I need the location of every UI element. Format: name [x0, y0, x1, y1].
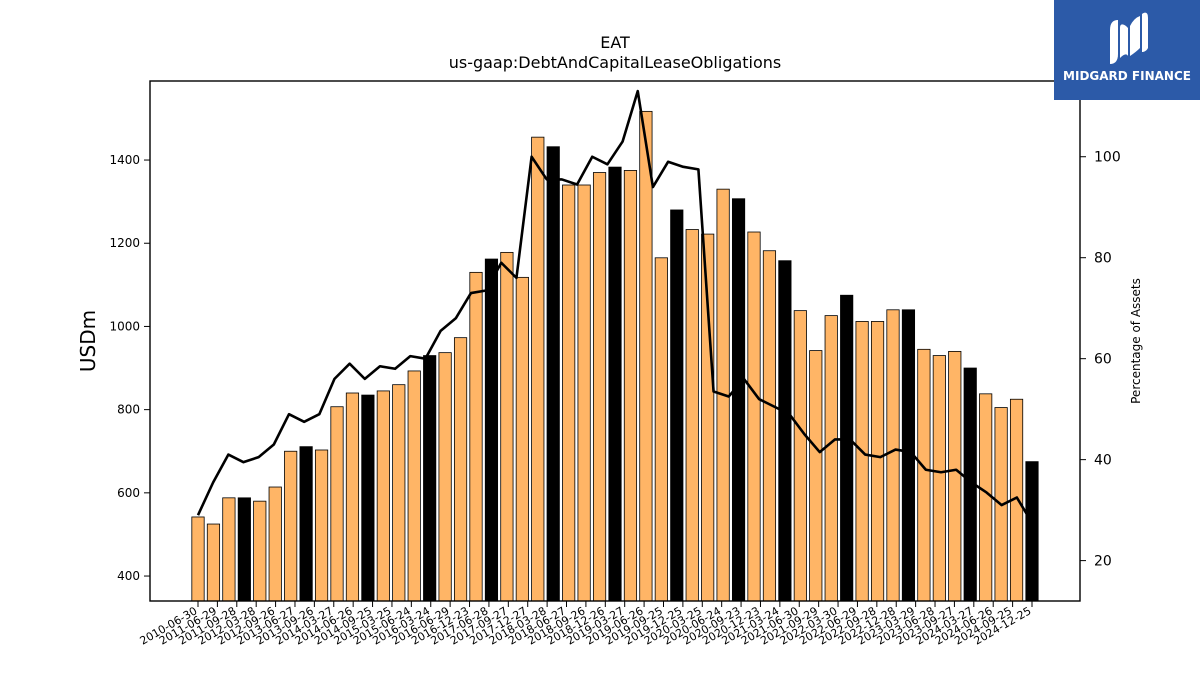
y2-tick-label: 40 [1094, 453, 1112, 469]
percentage-of-assets-line [196, 89, 1034, 524]
y-tick-label: 800 [117, 403, 140, 417]
bar [515, 276, 529, 602]
bar [237, 497, 251, 602]
bar [268, 486, 282, 602]
bar [886, 309, 900, 602]
y-axis-left: 400 600 800 1000 1200 1400 [109, 153, 150, 583]
x-axis: 2010-06-302011-06-292011-09-282012-03-28… [138, 601, 1034, 648]
bar [284, 450, 298, 602]
bar [731, 198, 746, 602]
bar [577, 184, 591, 602]
bar [778, 260, 792, 602]
bar [639, 110, 653, 602]
bar [654, 257, 668, 602]
bar [206, 523, 221, 602]
bar [840, 294, 854, 602]
bar [345, 392, 360, 602]
y-tick-label: 1400 [109, 153, 140, 167]
bar [453, 337, 468, 602]
logo-text: MIDGARD FINANCE [1063, 69, 1191, 83]
y2-axis-label: Percentage of Assets [1129, 278, 1143, 404]
y2-tick-label: 80 [1094, 251, 1112, 267]
bar [423, 355, 437, 602]
y2-tick-label: 20 [1094, 554, 1112, 570]
y-axis-right: 20 40 60 80 100 [1080, 150, 1121, 570]
bar [670, 209, 684, 602]
y-tick-label: 400 [117, 569, 140, 583]
bar [870, 321, 885, 602]
bar [592, 172, 607, 602]
y-tick-label: 1200 [109, 236, 140, 250]
bar [253, 500, 267, 602]
bar [484, 258, 499, 602]
bar [407, 370, 421, 602]
bar [917, 348, 931, 602]
bar [762, 250, 777, 602]
bar [1025, 461, 1039, 602]
bar [361, 394, 375, 602]
bar-series [191, 110, 1039, 602]
bar [623, 170, 638, 602]
bar [299, 446, 313, 602]
bar [531, 136, 545, 602]
y2-tick-label: 100 [1094, 150, 1121, 166]
y2-tick-label: 60 [1094, 352, 1112, 368]
bar [932, 355, 946, 602]
bar [747, 231, 761, 602]
bar [376, 390, 390, 602]
bar [824, 315, 838, 602]
bar [546, 146, 560, 602]
bar [314, 449, 329, 602]
logo-mark-icon [1110, 12, 1148, 64]
bar [979, 393, 993, 602]
plot-frame [149, 80, 1081, 602]
bar [469, 271, 483, 602]
bar [392, 384, 406, 602]
bar [191, 516, 205, 602]
chart-title: EAT [600, 33, 630, 52]
bar [438, 352, 452, 602]
y-axis-label: USDm [76, 310, 100, 372]
bar [330, 406, 344, 602]
bar [685, 229, 699, 602]
y-tick-label: 1000 [109, 319, 140, 333]
bar [855, 321, 869, 602]
bar [793, 310, 807, 602]
bar [608, 166, 622, 602]
bar [222, 497, 236, 602]
y-tick-label: 600 [117, 486, 140, 500]
chart-subtitle: us-gaap:DebtAndCapitalLeaseObligations [449, 53, 782, 72]
bar [809, 350, 823, 602]
bar [562, 184, 576, 602]
bar [948, 350, 962, 602]
bar [500, 251, 514, 602]
midgard-finance-logo: MIDGARD FINANCE [1054, 0, 1200, 100]
